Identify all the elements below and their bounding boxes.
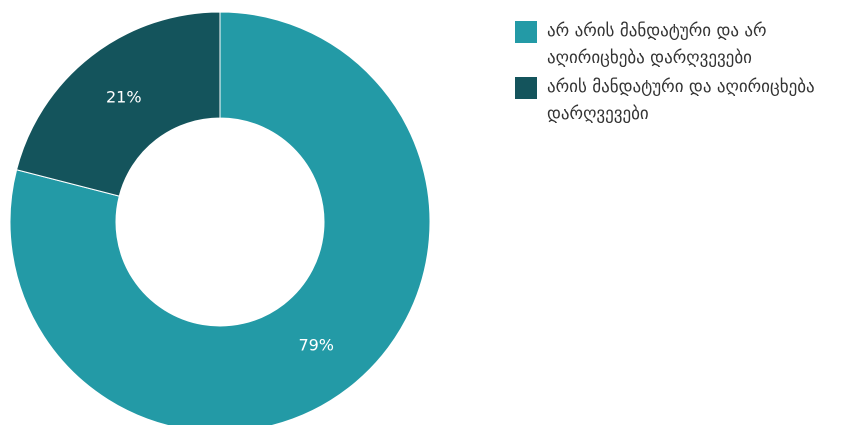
slice-mandatory-label: 21% — [106, 87, 142, 106]
slice-mandatory[interactable] — [15, 11, 221, 197]
legend-swatch-not-mandatory — [515, 21, 537, 43]
legend-item-not-mandatory[interactable]: არ არის მანდატური და არ აღირიცხება დარღვ… — [515, 18, 845, 72]
legend-item-mandatory[interactable]: არის მანდატური და აღირიცხება დარღვევები — [515, 74, 845, 128]
slice-not-mandatory-label: 79% — [298, 336, 334, 355]
chart-legend: არ არის მანდატური და არ აღირიცხება დარღვ… — [515, 18, 845, 130]
legend-swatch-mandatory — [515, 77, 537, 99]
slice-not-mandatory[interactable] — [9, 11, 431, 425]
donut-slice-labels: 79% 21% — [106, 87, 334, 354]
donut-slices — [9, 11, 431, 425]
legend-label-not-mandatory: არ არის მანდატური და არ აღირიცხება დარღვ… — [547, 21, 767, 68]
legend-label-mandatory: არის მანდატური და აღირიცხება დარღვევები — [547, 77, 815, 124]
